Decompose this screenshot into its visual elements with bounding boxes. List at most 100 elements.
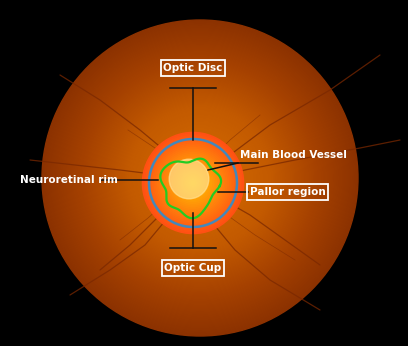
Circle shape	[73, 52, 326, 304]
Circle shape	[199, 177, 201, 179]
Circle shape	[58, 36, 342, 320]
Circle shape	[45, 23, 355, 333]
Circle shape	[122, 100, 278, 256]
Circle shape	[49, 27, 350, 329]
Circle shape	[169, 159, 209, 199]
Circle shape	[186, 164, 214, 192]
Circle shape	[113, 91, 287, 265]
Circle shape	[101, 79, 299, 277]
Circle shape	[155, 133, 245, 223]
Circle shape	[53, 30, 348, 326]
Circle shape	[139, 117, 261, 239]
Circle shape	[96, 74, 304, 282]
Circle shape	[147, 137, 239, 229]
Circle shape	[169, 160, 217, 207]
Circle shape	[171, 148, 229, 208]
Circle shape	[131, 110, 268, 246]
Circle shape	[184, 162, 216, 194]
Circle shape	[87, 65, 313, 291]
Circle shape	[102, 80, 298, 276]
Circle shape	[185, 163, 215, 193]
Circle shape	[67, 45, 333, 311]
Circle shape	[79, 57, 321, 299]
Text: Optic Cup: Optic Cup	[164, 263, 222, 273]
Circle shape	[157, 135, 243, 221]
Circle shape	[178, 156, 222, 200]
Circle shape	[190, 180, 196, 186]
Circle shape	[103, 81, 297, 275]
Circle shape	[182, 160, 218, 196]
Circle shape	[151, 128, 250, 228]
Circle shape	[100, 78, 300, 278]
Circle shape	[98, 76, 302, 280]
Circle shape	[149, 126, 252, 230]
Circle shape	[42, 20, 358, 336]
Circle shape	[44, 22, 356, 334]
Circle shape	[181, 159, 219, 197]
Circle shape	[65, 43, 335, 313]
Circle shape	[157, 148, 228, 218]
Circle shape	[109, 86, 292, 270]
Circle shape	[78, 56, 322, 300]
Circle shape	[171, 161, 215, 205]
Circle shape	[156, 134, 244, 222]
Circle shape	[62, 40, 338, 316]
Circle shape	[61, 39, 339, 317]
Circle shape	[134, 112, 266, 244]
Circle shape	[141, 119, 259, 237]
Circle shape	[175, 153, 225, 203]
Circle shape	[115, 93, 285, 263]
Circle shape	[176, 166, 210, 200]
Circle shape	[82, 60, 318, 296]
Circle shape	[77, 55, 323, 301]
Circle shape	[174, 152, 226, 204]
Circle shape	[51, 28, 350, 328]
Circle shape	[144, 134, 242, 232]
Circle shape	[68, 46, 332, 310]
Circle shape	[161, 139, 239, 217]
Circle shape	[137, 115, 263, 241]
Circle shape	[93, 72, 306, 284]
Circle shape	[197, 175, 203, 181]
Circle shape	[149, 127, 251, 229]
Circle shape	[147, 125, 253, 231]
Circle shape	[124, 102, 276, 254]
Circle shape	[59, 37, 341, 319]
Circle shape	[91, 69, 310, 288]
Circle shape	[144, 122, 256, 234]
Circle shape	[181, 171, 205, 195]
Circle shape	[107, 85, 293, 271]
Circle shape	[183, 173, 203, 193]
Circle shape	[149, 139, 237, 227]
Circle shape	[51, 29, 348, 327]
Circle shape	[136, 114, 264, 242]
Text: Optic Disc: Optic Disc	[163, 63, 223, 73]
Circle shape	[86, 64, 314, 292]
Circle shape	[47, 25, 353, 331]
Circle shape	[183, 161, 217, 195]
Circle shape	[179, 157, 221, 199]
Circle shape	[191, 169, 209, 188]
Circle shape	[73, 51, 328, 306]
Circle shape	[142, 120, 258, 236]
Circle shape	[154, 132, 246, 224]
Circle shape	[135, 113, 265, 243]
Circle shape	[63, 41, 337, 315]
Circle shape	[169, 146, 232, 210]
Circle shape	[146, 136, 240, 230]
Circle shape	[85, 63, 315, 293]
Circle shape	[180, 170, 206, 197]
Circle shape	[131, 109, 270, 247]
Circle shape	[169, 147, 231, 209]
Circle shape	[163, 153, 223, 213]
Circle shape	[194, 172, 206, 184]
Circle shape	[161, 151, 225, 215]
Circle shape	[104, 82, 296, 274]
Circle shape	[151, 129, 248, 226]
Circle shape	[121, 99, 279, 257]
Circle shape	[145, 123, 255, 233]
Circle shape	[143, 121, 257, 235]
Circle shape	[83, 61, 317, 295]
Circle shape	[106, 84, 294, 272]
Circle shape	[142, 133, 244, 234]
